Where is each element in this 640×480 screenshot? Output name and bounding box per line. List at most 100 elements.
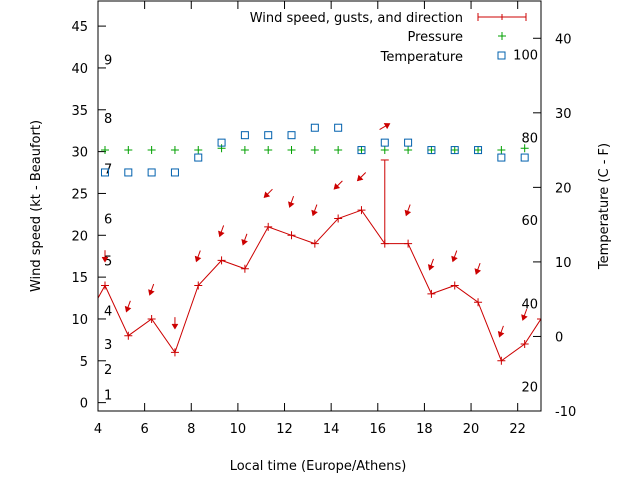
- y-tick-label: 10: [71, 313, 88, 328]
- wind-point: [310, 239, 319, 248]
- x-tick-label: 20: [463, 422, 480, 437]
- beaufort-label: 3: [104, 338, 112, 353]
- wind-point: [240, 264, 249, 273]
- y2-tick-label: 10: [555, 256, 572, 271]
- x-tick-label: 14: [323, 422, 340, 437]
- y-tick-label: 40: [71, 62, 88, 77]
- y-tick-label: 15: [71, 271, 88, 286]
- y-tick-label: 20: [71, 229, 88, 244]
- arrow-head: [124, 305, 132, 313]
- pressure-point: [474, 145, 483, 154]
- temperature-point: [124, 168, 133, 177]
- wind-direction-arrow: [218, 225, 225, 238]
- wind-point: [404, 239, 413, 248]
- x-tick-label: 8: [187, 422, 195, 437]
- temperature-point: [194, 153, 203, 162]
- arrow-head: [521, 314, 528, 321]
- beaufort-label: 9: [104, 54, 112, 69]
- temperature-point: [217, 138, 226, 147]
- x-tick-label: 4: [94, 422, 102, 437]
- wind-direction-arrow: [288, 196, 295, 208]
- wind-direction-arrow: [497, 325, 505, 338]
- arrow-head: [194, 255, 202, 263]
- legend-symbol-wind: [477, 13, 527, 21]
- temperature-point: [357, 146, 366, 155]
- arrow-head: [218, 230, 225, 238]
- temperature-point: [100, 168, 109, 177]
- plot-frame: [97, 0, 542, 412]
- wind-point: [427, 289, 436, 298]
- wind-direction-arrow: [101, 250, 109, 263]
- pressure-point: [497, 145, 506, 154]
- wind-point: [147, 314, 156, 323]
- y-tick-label: 30: [71, 146, 88, 161]
- x-tick-label: 12: [276, 422, 293, 437]
- pressure-point: [264, 145, 273, 154]
- temperature-point: [450, 146, 459, 155]
- temperature-point: [497, 153, 506, 162]
- arrow-head: [404, 209, 412, 217]
- temperature-point: [170, 168, 179, 177]
- y2-tick-label: 40: [555, 32, 572, 47]
- wind-direction-arrow: [333, 180, 343, 190]
- arrow-head: [241, 238, 248, 246]
- x-tick-label: 6: [140, 422, 148, 437]
- wind-direction-arrow: [474, 262, 482, 275]
- y-tick-label: 45: [71, 20, 88, 35]
- arrow-head: [427, 264, 435, 271]
- wind-point: [100, 281, 109, 290]
- arrow-head: [356, 174, 364, 182]
- temperature-point: [240, 131, 249, 140]
- pressure-point: [240, 145, 249, 154]
- wind-line: [98, 209, 541, 362]
- legend-label-temperature: Temperature: [380, 50, 463, 65]
- y2-tick-label: 0: [555, 330, 563, 345]
- pressure-point: [287, 145, 296, 154]
- axis-ticks: 4 6 8 10 12 14 16 18 20 22051015202530354045-1001…: [71, 1, 576, 437]
- temperature-point: [287, 131, 296, 140]
- series-layer: [98, 123, 541, 365]
- wind-point: [497, 356, 506, 365]
- wind-point: [217, 256, 226, 265]
- fahrenheit-labels: 20 40 60 80 100: [513, 49, 538, 396]
- fahrenheit-label: 40: [521, 298, 538, 313]
- y-tick-label: 25: [71, 187, 88, 202]
- arrow-head: [171, 323, 179, 330]
- arrow-head: [333, 183, 341, 190]
- y2-tick-label: -10: [555, 405, 576, 420]
- y-axis-label: Wind speed (kt - Beaufort): [29, 120, 44, 292]
- y2-tick-label: 20: [555, 181, 572, 196]
- arrow-head: [497, 331, 505, 338]
- temperature-point: [404, 138, 413, 147]
- wind-direction-arrow: [356, 172, 367, 182]
- pressure-point: [124, 145, 133, 154]
- pressure-point: [310, 145, 319, 154]
- series-group: [98, 123, 541, 365]
- beaufort-label: 4: [104, 305, 112, 320]
- pressure-point: [427, 145, 436, 154]
- wind-direction-arrow: [263, 188, 273, 199]
- wind-direction-arrow: [427, 258, 435, 271]
- wind-point: [194, 281, 203, 290]
- pressure-point: [147, 145, 156, 154]
- legend: Wind speed, gusts, and direction Pressur…: [250, 11, 527, 65]
- legend-label-wind: Wind speed, gusts, and direction: [250, 11, 463, 26]
- arrow-head: [148, 289, 155, 296]
- y-tick-label: 5: [80, 355, 88, 370]
- wind-point: [357, 206, 366, 215]
- pressure-point: [170, 145, 179, 154]
- temperature-point: [334, 123, 343, 132]
- fahrenheit-label: 60: [521, 214, 538, 229]
- x-axis-label: Local time (Europe/Athens): [230, 459, 407, 474]
- x-tick-label: 22: [509, 422, 526, 437]
- temperature-point: [147, 168, 156, 177]
- wind-direction-arrow: [148, 283, 155, 296]
- arrow-head: [311, 209, 318, 217]
- wind-direction-arrow: [404, 204, 412, 217]
- temperature-point: [310, 123, 319, 132]
- wind-point: [264, 222, 273, 231]
- legend-symbol-pressure: [498, 32, 506, 40]
- pressure-point: [520, 144, 529, 153]
